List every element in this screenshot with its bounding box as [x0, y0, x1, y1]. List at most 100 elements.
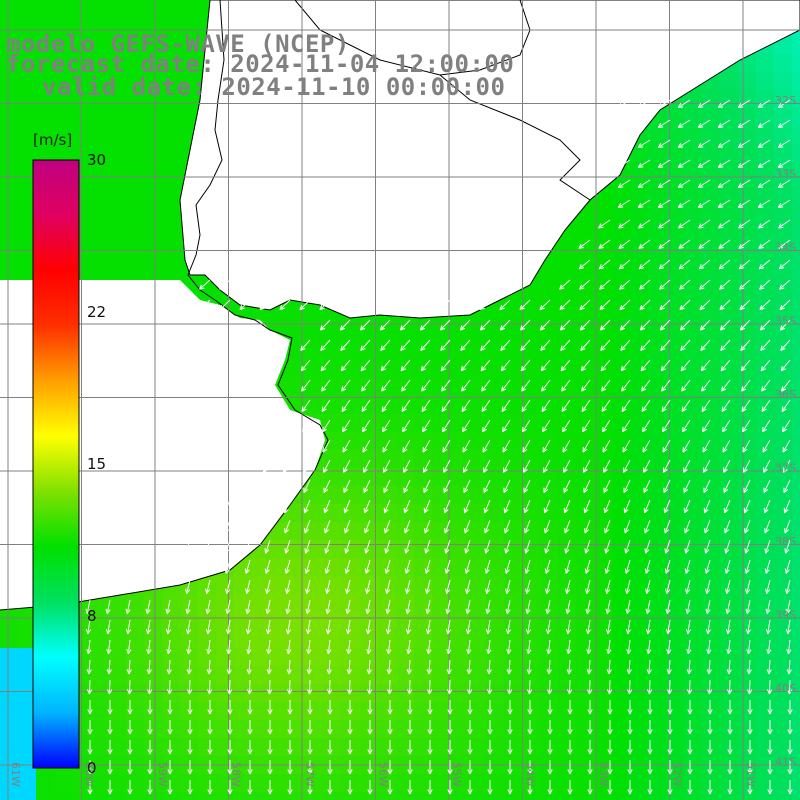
wind-arrow — [127, 720, 133, 735]
wind-arrow — [720, 339, 731, 351]
wind-arrow — [502, 419, 511, 433]
wind-arrow — [564, 539, 571, 554]
wind-arrow — [207, 760, 213, 775]
wind-arrow — [579, 319, 591, 331]
wind-arrow — [447, 740, 453, 755]
wind-arrow — [701, 399, 711, 412]
wind-arrow — [402, 419, 411, 433]
wind-arrow — [706, 639, 712, 655]
wind-arrow — [540, 339, 551, 351]
wind-arrow — [105, 599, 111, 615]
wind-arrow — [107, 780, 113, 795]
wind-arrow — [345, 599, 351, 615]
wind-arrow — [767, 720, 773, 735]
wind-arrow — [639, 299, 651, 311]
wind-arrow — [325, 599, 331, 615]
wind-arrow — [740, 359, 751, 372]
wind-arrow — [463, 499, 471, 514]
lon-label: 58W — [230, 762, 243, 787]
wind-arrow — [243, 499, 251, 514]
wind-arrow — [783, 479, 791, 494]
wind-arrow — [606, 639, 612, 655]
wind-arrow — [467, 760, 473, 775]
wind-arrow — [665, 619, 672, 635]
coastline — [179, 0, 800, 319]
wind-arrow — [582, 439, 591, 453]
wind-arrow — [424, 519, 431, 534]
wind-arrow — [224, 519, 231, 534]
wind-arrow — [304, 559, 311, 574]
wind-arrow — [746, 639, 752, 655]
wind-arrow — [87, 720, 93, 735]
wind-arrow — [340, 339, 351, 351]
wind-arrow — [424, 559, 431, 574]
wind-arrow — [244, 539, 251, 554]
wind-arrow — [687, 740, 693, 755]
wind-arrow — [407, 720, 413, 735]
lat-label: 34S — [775, 241, 796, 254]
colorbar-tick: 8 — [87, 607, 97, 625]
wind-arrow — [667, 740, 673, 755]
wind-arrow — [664, 519, 671, 534]
wind-arrow — [778, 239, 791, 249]
wind-arrow — [737, 99, 751, 108]
wind-arrow — [667, 720, 673, 735]
wind-arrow — [439, 319, 451, 331]
wind-arrow — [225, 619, 232, 635]
wind-arrow — [267, 740, 273, 755]
wind-arrow — [365, 619, 372, 635]
wind-arrow — [343, 479, 351, 494]
wind-arrow — [126, 659, 132, 675]
wind-arrow — [646, 639, 652, 655]
wind-arrow — [259, 279, 271, 290]
wind-arrow — [504, 519, 511, 534]
wind-arrow — [738, 239, 751, 249]
wind-arrow — [361, 399, 371, 412]
wind-arrow — [483, 459, 491, 473]
wind-arrow — [527, 780, 533, 795]
wind-arrow — [583, 499, 591, 514]
wind-arrow — [661, 399, 671, 412]
wind-arrow — [581, 379, 591, 392]
wind-arrow — [645, 579, 651, 594]
wind-arrow — [342, 439, 351, 453]
wind-arrow — [724, 519, 731, 534]
wind-arrow — [320, 359, 331, 372]
wind-arrow — [523, 499, 531, 514]
wind-arrow — [737, 159, 751, 168]
wind-arrow — [421, 379, 431, 392]
colorbar-unit: [m/s] — [33, 131, 73, 149]
wind-arrow — [544, 539, 551, 554]
wind-arrow — [699, 279, 711, 290]
wind-arrow — [757, 99, 771, 108]
wind-arrow — [381, 379, 391, 392]
wind-arrow — [679, 279, 691, 290]
wind-arrow — [757, 159, 771, 168]
wind-arrow — [727, 780, 733, 795]
wind-arrow — [463, 479, 471, 494]
wind-arrow — [482, 439, 491, 453]
wind-arrow — [447, 700, 453, 715]
wind-arrow — [744, 559, 751, 574]
wind-arrow — [746, 659, 752, 675]
wind-arrow — [766, 659, 772, 675]
wind-arrow — [766, 639, 772, 655]
wind-arrow — [767, 740, 773, 755]
wind-arrow — [461, 379, 471, 392]
wind-arrow — [601, 379, 611, 392]
wind-arrow — [520, 359, 531, 372]
wind-arrow — [346, 679, 353, 695]
wind-arrow — [264, 559, 271, 574]
wind-arrow — [464, 519, 471, 534]
wind-arrow — [725, 619, 732, 635]
wind-arrow — [466, 639, 472, 655]
wind-arrow — [199, 279, 211, 290]
wind-arrow — [127, 740, 133, 755]
lon-label: 59W — [156, 762, 169, 787]
wind-arrow — [107, 700, 113, 715]
wind-arrow — [683, 459, 691, 473]
wind-arrow — [384, 519, 391, 534]
wind-arrow — [147, 760, 153, 775]
wind-arrow — [707, 760, 713, 775]
wind-arrow — [738, 219, 751, 229]
